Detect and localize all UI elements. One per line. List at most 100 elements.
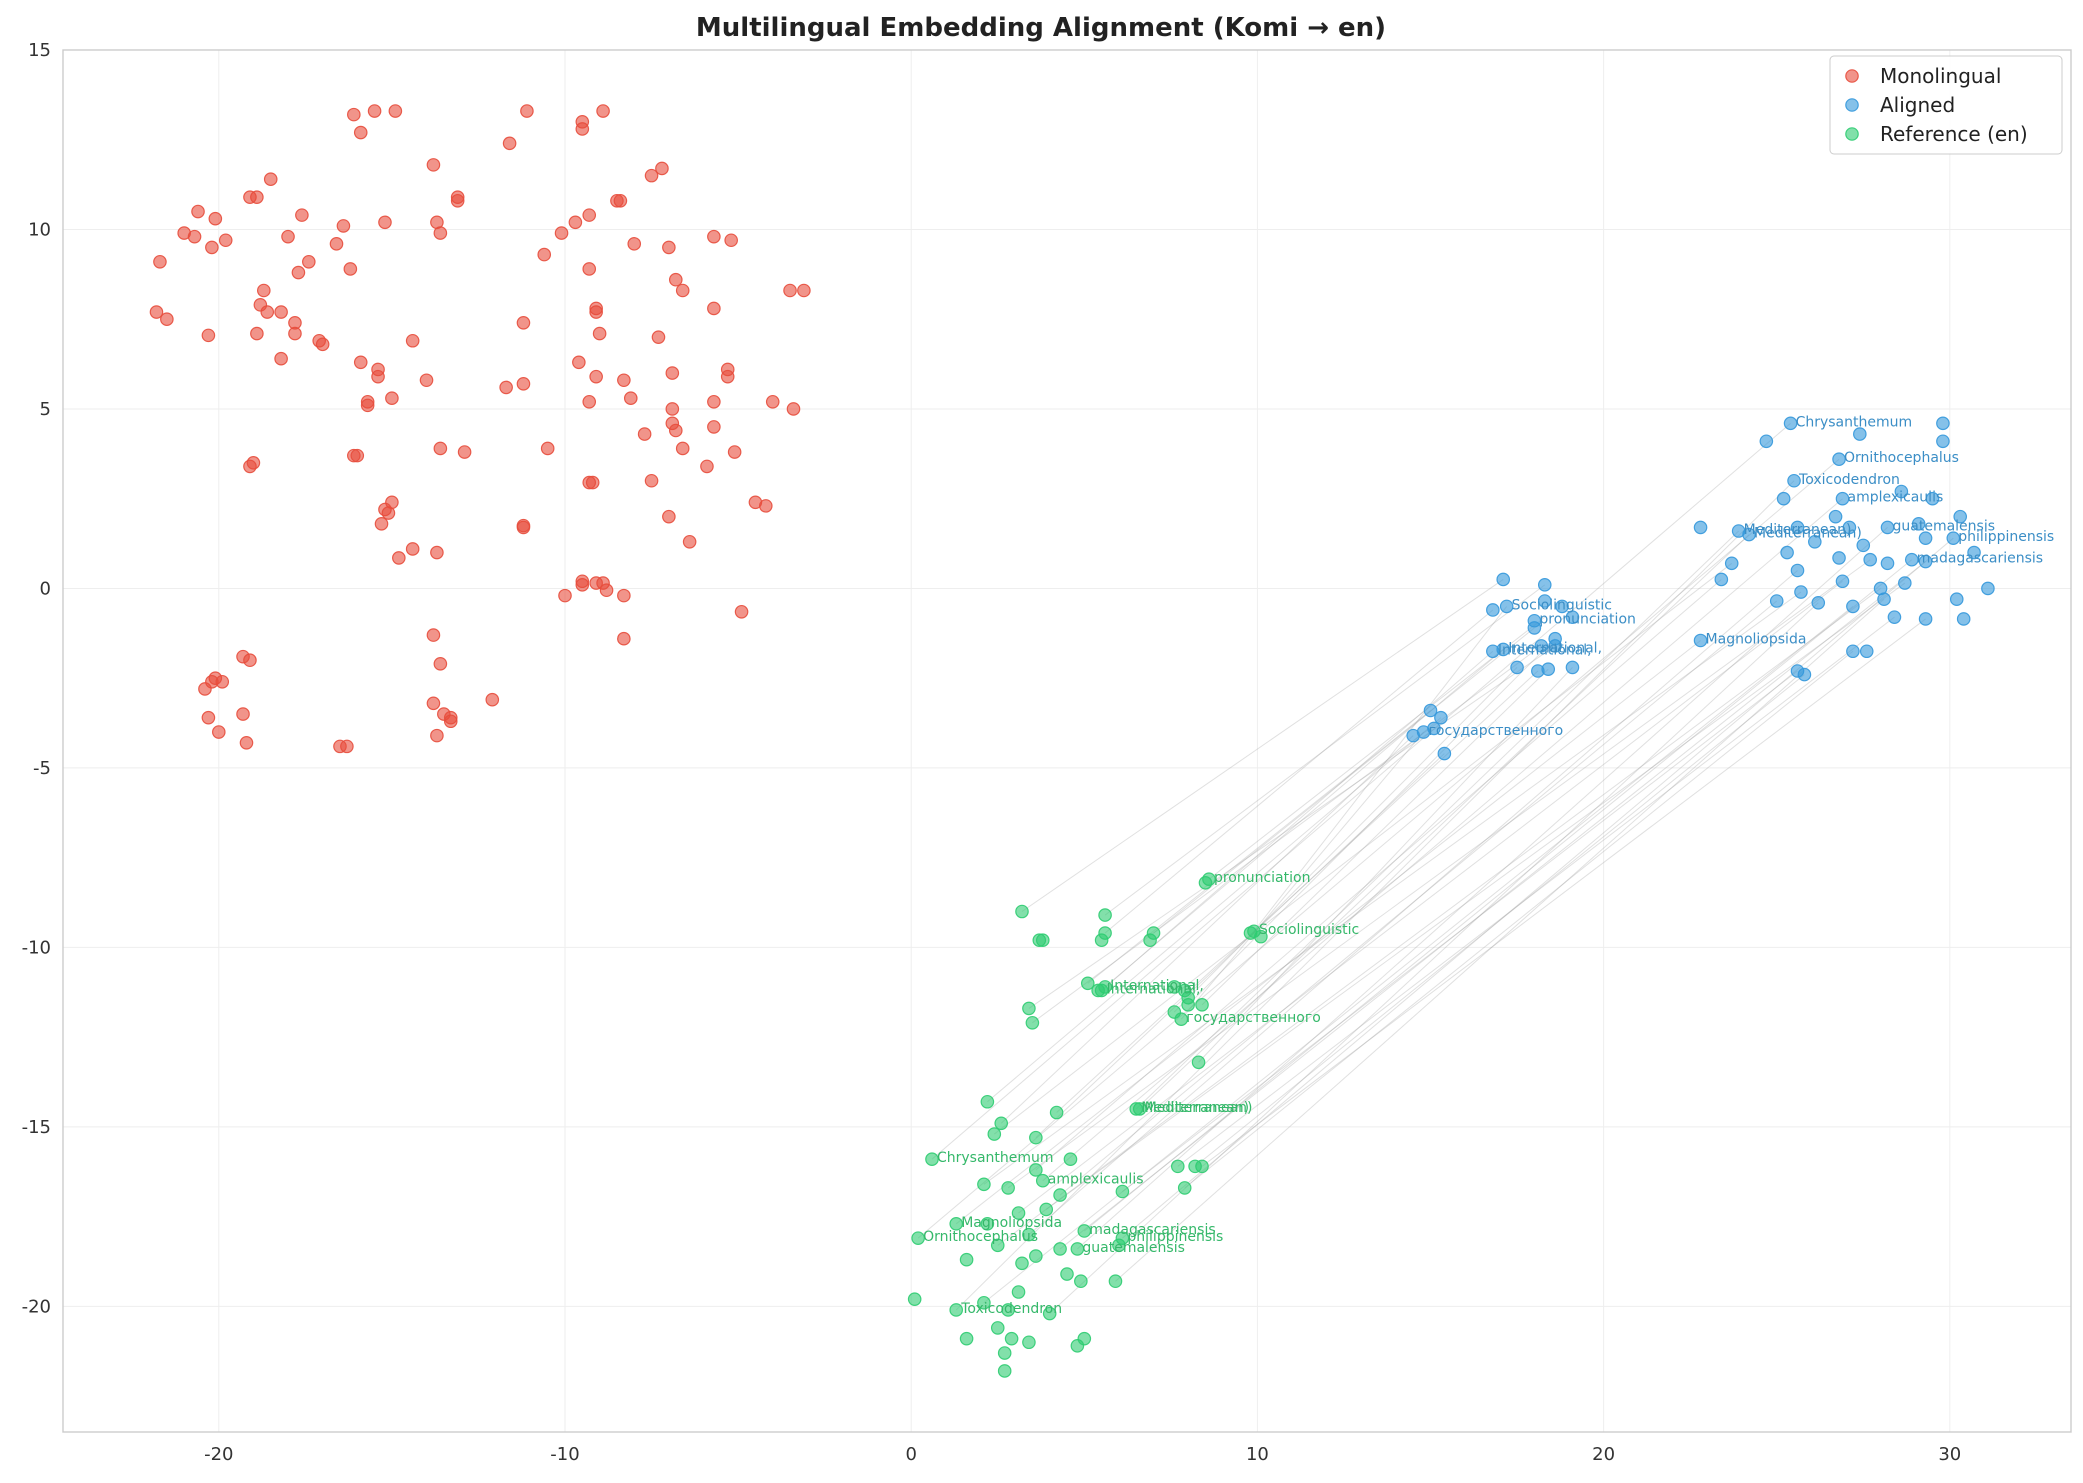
aligned-point: [1769, 594, 1784, 608]
monolingual-point: [433, 226, 448, 240]
monolingual-point: [191, 204, 205, 219]
monolingual-point: [343, 262, 358, 276]
alignment-line: [1153, 627, 1535, 934]
aligned-point: [1537, 578, 1552, 592]
alignment-line: [1104, 649, 1504, 988]
monolingual-point: [405, 542, 420, 556]
aligned-point: [1887, 610, 1902, 624]
reference-en-point: [1025, 1015, 1040, 1030]
monolingual-point: [572, 355, 586, 370]
aligned-point: [1918, 612, 1933, 626]
alignment-line: [955, 480, 1795, 1311]
aligned-point: [1714, 572, 1729, 587]
monolingual-point: [381, 506, 396, 520]
monolingual-point: [623, 391, 638, 405]
aligned-word-label: amplexicaulis: [1848, 490, 1944, 506]
aligned-point: [1856, 538, 1871, 553]
monolingual-point: [575, 122, 590, 136]
monolingual-point: [617, 373, 631, 388]
alignment-line: [1007, 559, 1871, 1189]
monolingual-point: [426, 696, 441, 711]
reference-en-point: [1174, 1012, 1189, 1026]
alignment-line: [1032, 645, 1542, 1024]
aligned-point: [1565, 660, 1580, 675]
plot-area: [63, 50, 2071, 1432]
y-tick-label: -10: [22, 937, 51, 958]
aligned-point: [1880, 556, 1895, 571]
monolingual-point: [419, 373, 434, 388]
monolingual-point: [433, 657, 448, 671]
alignment-line: [1253, 606, 1508, 932]
reference-en-point: [990, 1238, 1005, 1253]
aligned-point: [1918, 531, 1933, 545]
aligned-point: [1967, 545, 1981, 560]
reference-en-point: [980, 1094, 995, 1109]
monolingual-point: [295, 208, 309, 222]
monolingual-point: [589, 305, 603, 319]
aligned-point: [1541, 662, 1556, 677]
aligned-point: [1787, 473, 1801, 488]
reference-word-label: Magnoliopsida: [961, 1215, 1062, 1231]
aligned-point: [1832, 551, 1846, 565]
reference-en-point: [994, 1116, 1009, 1131]
monolingual-point: [617, 588, 631, 603]
monolingual-point: [187, 229, 202, 244]
monolingual-point: [433, 441, 448, 456]
alignment-line: [1184, 650, 1854, 1189]
aligned-word-label: Ornithocephalus: [1844, 450, 1959, 466]
aligned-point: [1510, 660, 1524, 675]
legend: Monolingual Aligned Reference (en): [1829, 55, 2063, 155]
reference-en-point: [959, 1252, 974, 1267]
alignment-line: [1018, 580, 1843, 1214]
monolingual-point: [250, 326, 264, 341]
alignment-line: [1194, 674, 1805, 1167]
monolingual-point: [575, 578, 590, 592]
aligned-word-label: Magnoliopsida: [1706, 631, 1807, 647]
aligned-word-label: guatemalensis: [1893, 518, 1996, 534]
reference-en-point: [1070, 1339, 1085, 1353]
monolingual-point: [592, 326, 607, 341]
aligned-point: [1811, 595, 1826, 610]
alignment-line: [993, 562, 1733, 1135]
reference-word-label: International,: [1107, 981, 1201, 997]
legend-marker: [1845, 98, 1859, 112]
monolingual-point: [707, 420, 721, 434]
aligned-point: [1555, 599, 1569, 614]
monolingual-point: [426, 158, 441, 172]
reference-en-point: [1074, 1274, 1088, 1289]
reference-en-point: [1015, 904, 1029, 919]
aligned-point: [1527, 621, 1542, 635]
monolingual-point: [582, 208, 597, 222]
reference-en-point: [1077, 1224, 1092, 1238]
monolingual-point: [281, 229, 295, 244]
reference-en-point: [1039, 1202, 1054, 1217]
monolingual-point: [786, 402, 801, 416]
monolingual-point: [727, 445, 742, 459]
monolingual-point: [274, 305, 288, 319]
alignment-line: [1059, 561, 1926, 1250]
monolingual-point: [218, 233, 233, 248]
reference-en-point: [1080, 976, 1095, 991]
reference-en-point: [1035, 1173, 1050, 1188]
aligned-point: [1537, 594, 1552, 608]
reference-en-point: [1029, 1130, 1043, 1145]
reference-en-point: [1254, 929, 1268, 944]
monolingual-point: [502, 136, 517, 151]
monolingual-point: [388, 104, 403, 118]
reference-en-point: [1098, 980, 1112, 994]
aligned-point: [1936, 416, 1950, 431]
monolingual-point: [201, 328, 216, 343]
alignment-line: [1035, 579, 1722, 1171]
monolingual-point: [734, 604, 749, 619]
reference-en-point: [1053, 1242, 1067, 1256]
monolingual-point: [485, 692, 500, 707]
aligned-point: [1880, 520, 1895, 535]
monolingual-point: [707, 301, 721, 316]
monolingual-point: [260, 305, 275, 319]
reference-word-label: madagascariensis: [1089, 1222, 1215, 1238]
aligned-word-label: Toxicodendron: [1798, 472, 1900, 488]
aligned-point: [1794, 585, 1808, 599]
monolingual-point: [405, 333, 420, 348]
reference-en-point: [907, 1292, 922, 1306]
alignment-line: [983, 591, 1802, 1185]
